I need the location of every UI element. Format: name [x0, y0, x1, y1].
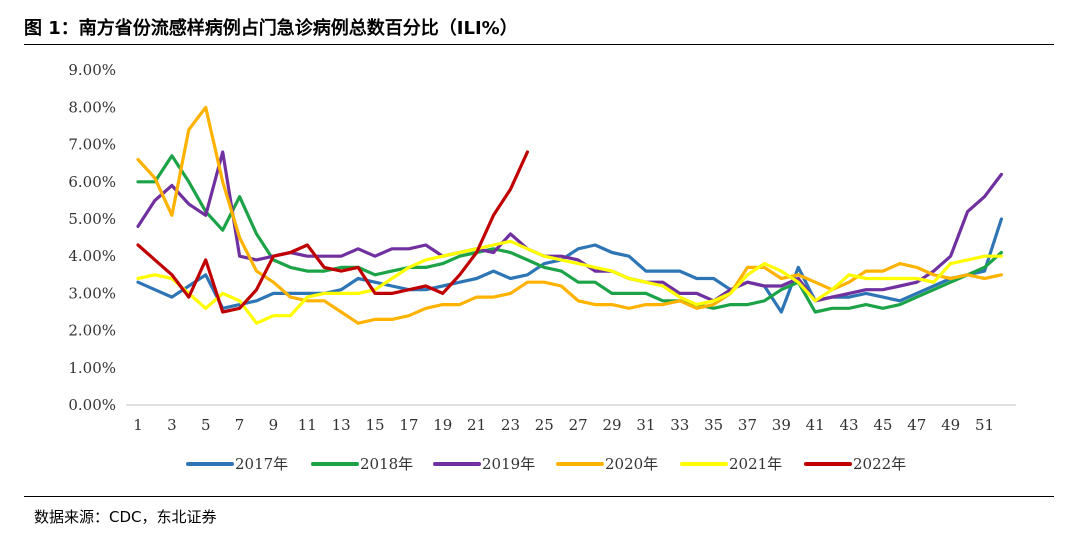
- x-tick-label: 35: [704, 416, 723, 434]
- y-axis: 0.00% 1.00% 2.00% 3.00% 4.00% 5.00% 6.00% 7.00%…: [68, 61, 116, 414]
- bottom-rule: [24, 496, 1054, 497]
- x-tick-label: 23: [501, 416, 520, 434]
- x-tick-label: 19: [433, 416, 452, 434]
- legend-label: 2017年: [235, 455, 288, 473]
- y-tick-label: 0.00%: [68, 396, 116, 414]
- x-tick-label: 49: [941, 416, 960, 434]
- x-tick-label: 43: [840, 416, 859, 434]
- x-tick-label: 7: [235, 416, 245, 434]
- x-tick-label: 3: [167, 416, 177, 434]
- x-tick-label: 47: [907, 416, 926, 434]
- legend-label: 2021年: [729, 455, 782, 473]
- y-tick-label: 1.00%: [68, 359, 116, 377]
- series-layer: [136, 105, 1004, 325]
- y-tick-label: 9.00%: [68, 61, 116, 79]
- x-axis: 1 3 5 7 9 11 13 15 17 19 21 23 25 27 29 31 33 35 37 39 41 43 4…: [126, 404, 1016, 434]
- x-tick-label: 15: [365, 416, 384, 434]
- y-tick-label: 7.00%: [68, 136, 116, 154]
- x-tick-label: 1: [133, 416, 143, 434]
- series-line-2018年: [136, 154, 1004, 314]
- line-chart: 0.00% 1.00% 2.00% 3.00% 4.00% 5.00% 6.00% 7.00%…: [68, 61, 1016, 473]
- series-line-2022年: [136, 150, 530, 314]
- x-tick-label: 21: [467, 416, 486, 434]
- y-tick-label: 5.00%: [68, 210, 116, 228]
- legend-label: 2020年: [605, 455, 658, 473]
- x-tick-label: 17: [399, 416, 418, 434]
- y-tick-label: 4.00%: [68, 247, 116, 265]
- legend-label: 2018年: [360, 455, 413, 473]
- x-tick-label: 11: [298, 416, 317, 434]
- x-tick-label: 41: [806, 416, 825, 434]
- x-tick-label: 25: [535, 416, 554, 434]
- chart-title: 图 1：南方省份流感样病例占门急诊病例总数百分比（ILI%）: [24, 18, 518, 39]
- y-tick-label: 6.00%: [68, 173, 116, 191]
- legend-label: 2019年: [482, 455, 535, 473]
- legend-label: 2022年: [853, 455, 906, 473]
- x-tick-label: 45: [873, 416, 892, 434]
- top-rule: [24, 44, 1054, 45]
- x-tick-label: 39: [772, 416, 791, 434]
- x-tick-label: 9: [269, 416, 279, 434]
- legend: 2017年 2018年 2019年 2020年 2021年 2022年: [186, 455, 906, 473]
- x-tick-label: 13: [332, 416, 351, 434]
- x-tick-label: 37: [738, 416, 757, 434]
- series-line-2021年: [136, 239, 1004, 325]
- y-tick-label: 3.00%: [68, 284, 116, 302]
- x-tick-label: 27: [569, 416, 588, 434]
- source-note: 数据来源：CDC，东北证券: [34, 508, 217, 526]
- x-tick-label: 51: [975, 416, 994, 434]
- x-tick-label: 31: [636, 416, 655, 434]
- y-tick-label: 8.00%: [68, 98, 116, 116]
- x-tick-label: 5: [201, 416, 211, 434]
- x-tick-label: 29: [602, 416, 621, 434]
- series-line-2017年: [136, 217, 1004, 314]
- y-tick-label: 2.00%: [68, 322, 116, 340]
- x-tick-label: 33: [670, 416, 689, 434]
